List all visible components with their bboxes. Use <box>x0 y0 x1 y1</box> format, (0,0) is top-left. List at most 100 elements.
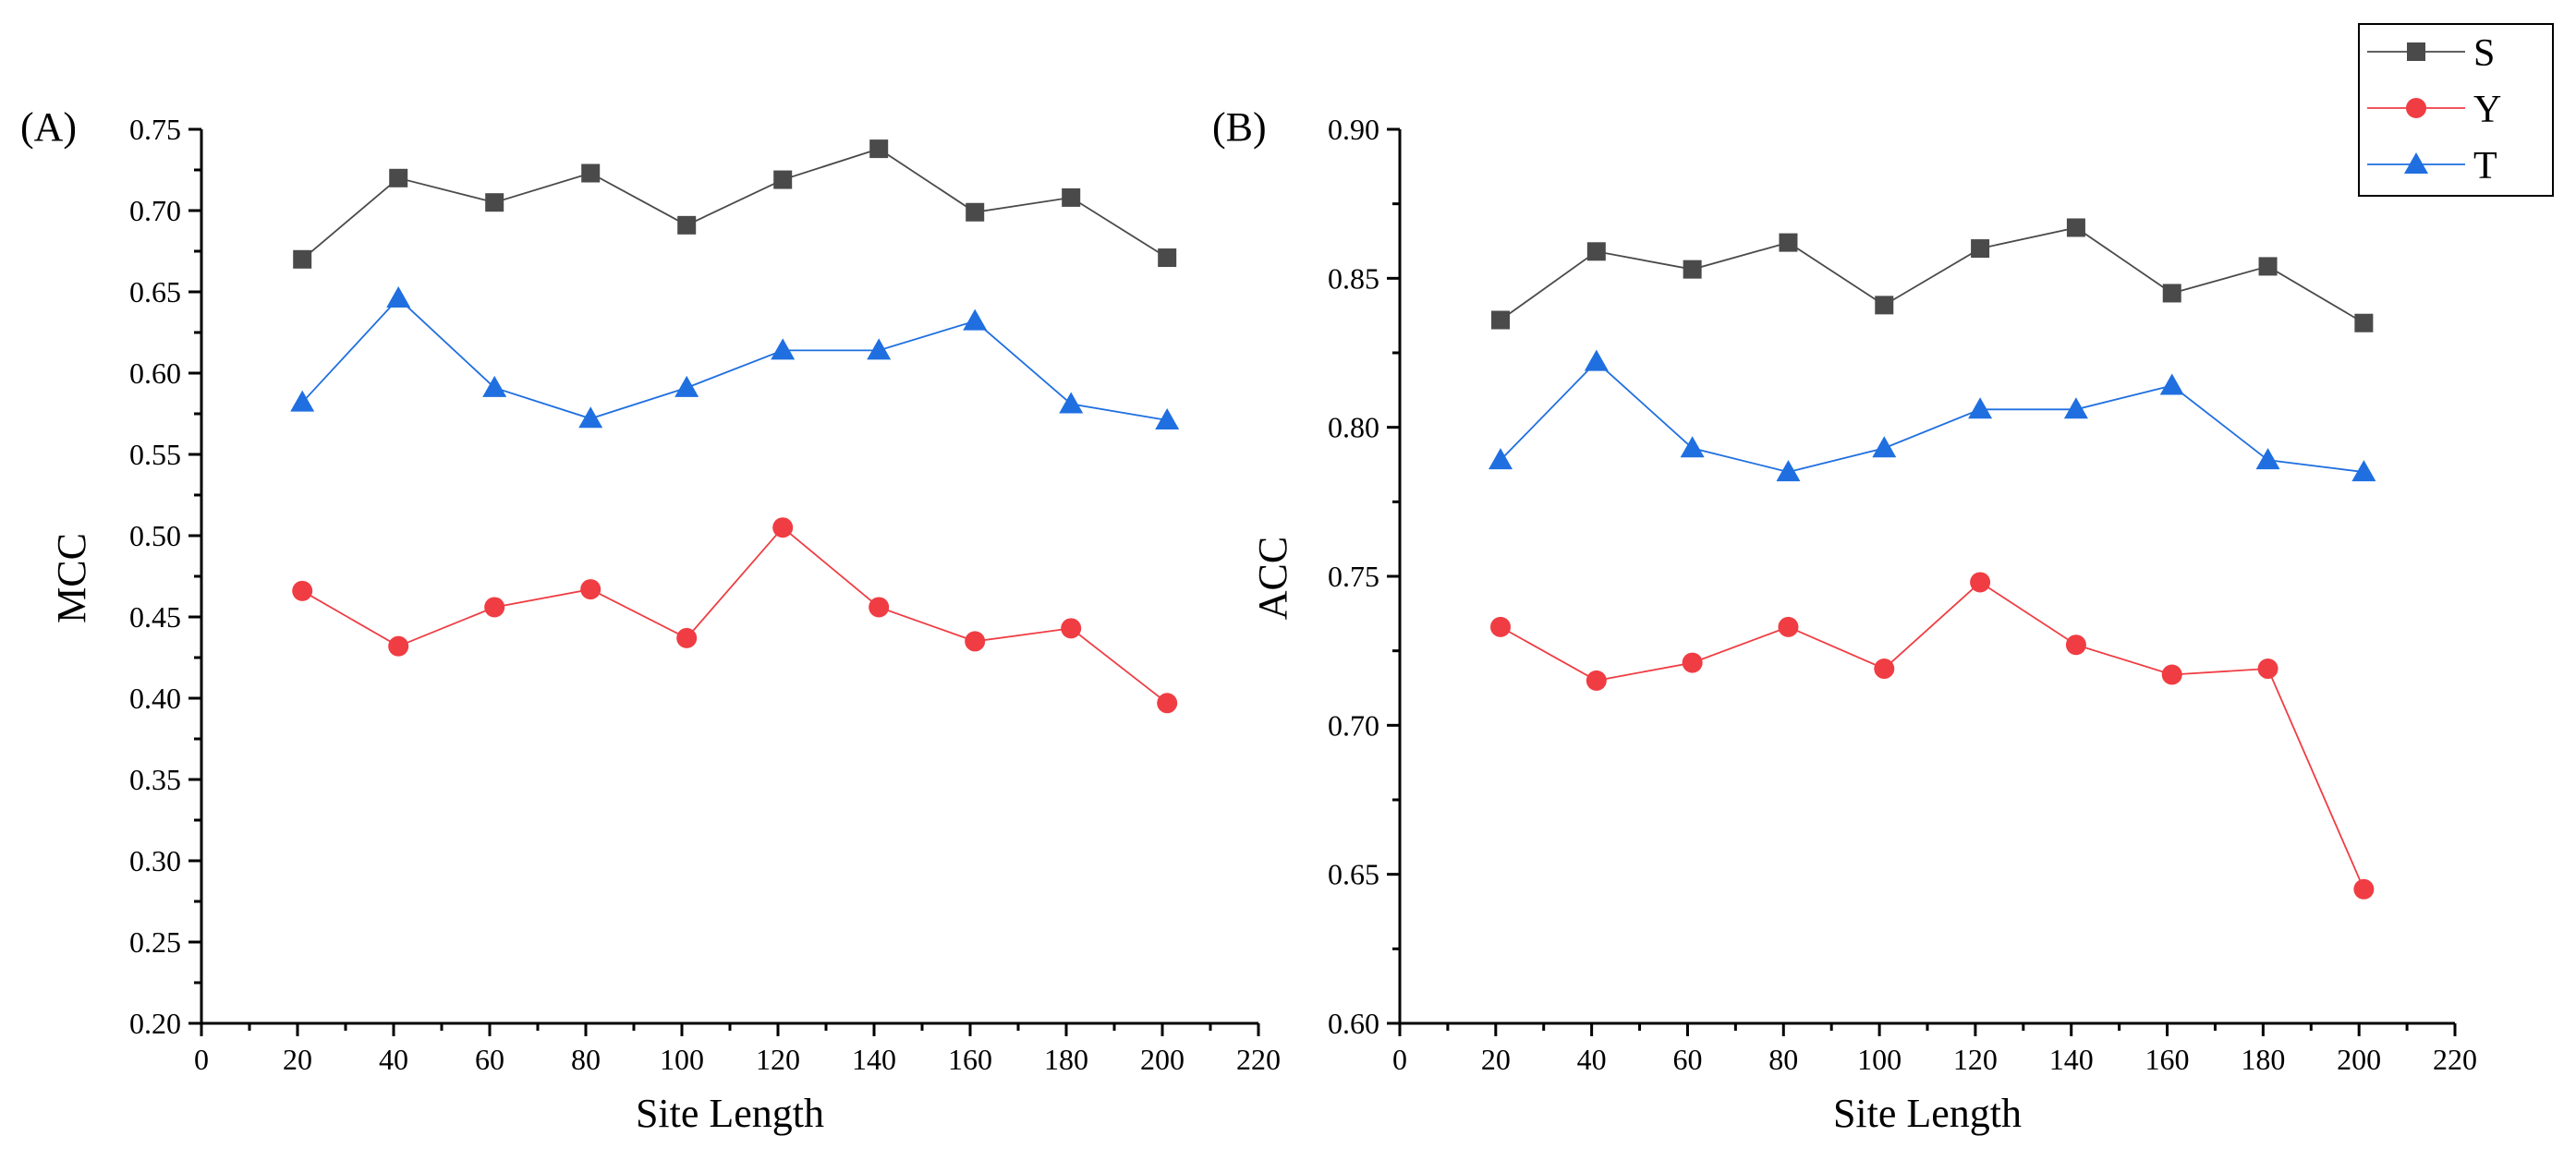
data-point-t <box>290 390 315 412</box>
data-point-y <box>965 631 986 652</box>
data-point-t <box>1968 397 1993 419</box>
series-line-t <box>301 296 1168 421</box>
legend-label: S <box>2473 32 2495 75</box>
y-tick-label: 0.30 <box>129 844 181 877</box>
x-tick-label: 100 <box>1857 1043 1902 1076</box>
data-point-y <box>388 635 409 657</box>
x-tick-label: 180 <box>2241 1043 2285 1076</box>
data-point-t <box>1872 436 1897 458</box>
y-tick-label: 0.70 <box>129 194 181 227</box>
x-tick-label: 40 <box>379 1043 408 1076</box>
data-point-s <box>581 163 601 183</box>
data-point-t <box>386 286 411 308</box>
data-point-s <box>2258 257 2278 276</box>
y-tick-label: 0.75 <box>129 113 181 146</box>
data-point-y <box>2257 659 2278 680</box>
data-point-y <box>1586 670 1607 691</box>
data-point-y <box>1157 693 1178 714</box>
data-point-s <box>677 215 697 235</box>
data-point-s <box>485 193 504 212</box>
data-point-s <box>2066 218 2085 237</box>
y-tick-label: 0.55 <box>129 438 181 471</box>
data-point-s <box>1683 260 1702 279</box>
legend-box <box>2358 23 2554 197</box>
data-point-y <box>869 597 890 618</box>
data-point-s <box>389 168 408 187</box>
x-tick-label: 80 <box>571 1043 601 1076</box>
y-tick-label: 0.40 <box>129 682 181 715</box>
x-tick-label: 140 <box>2049 1043 2094 1076</box>
legend-marker-y <box>2406 98 2426 118</box>
data-point-t <box>771 338 796 360</box>
x-axis-label: Site Length <box>636 1091 824 1136</box>
x-tick-label: 60 <box>475 1043 504 1076</box>
x-tick-label: 80 <box>1768 1043 1798 1076</box>
data-point-y <box>580 579 601 600</box>
legend-marker-s <box>2407 42 2425 61</box>
series-line-y <box>301 526 1168 704</box>
data-point-y <box>1874 659 1895 680</box>
data-point-y <box>1778 616 1799 637</box>
legend-marker-t <box>2404 152 2428 174</box>
y-axis-label: ACC <box>1250 537 1295 620</box>
data-point-s <box>2162 284 2181 303</box>
x-tick-label: 180 <box>1044 1043 1088 1076</box>
series-s <box>293 139 1177 269</box>
data-point-t <box>1155 408 1180 430</box>
data-point-s <box>1062 187 1081 207</box>
series-t <box>290 286 1180 430</box>
data-point-y <box>2065 634 2086 656</box>
legend-entry-y: Y <box>2367 89 2501 131</box>
y-tick-label: 0.35 <box>129 763 181 796</box>
x-tick-label: 160 <box>2145 1043 2190 1076</box>
legend-entry-s: S <box>2367 32 2495 75</box>
series-line-s <box>301 148 1168 260</box>
x-tick-label: 20 <box>283 1043 312 1076</box>
x-tick-label: 220 <box>1236 1043 1281 1076</box>
x-axis-label: Site Length <box>1833 1091 2022 1136</box>
y-tick-label: 0.60 <box>1328 1007 1379 1040</box>
y-tick-label: 0.50 <box>129 519 181 552</box>
panel-a-chart: 0 20 40 60 80 100 120 140 160 180 200 220 0.20 0.25 0.… <box>20 104 1281 1136</box>
data-point-t <box>1488 448 1513 470</box>
data-point-y <box>2353 878 2375 900</box>
data-point-t <box>1584 349 1609 371</box>
data-point-t <box>578 406 603 429</box>
data-point-y <box>772 517 794 538</box>
y-tick-label: 0.75 <box>1328 560 1379 593</box>
data-point-t <box>2351 460 2376 482</box>
data-point-t <box>482 375 507 397</box>
data-point-t <box>2255 448 2280 470</box>
series-line-t <box>1500 360 2364 473</box>
series-y <box>1490 572 2375 900</box>
y-tick-label: 0.25 <box>129 925 181 959</box>
data-point-y <box>1490 616 1512 637</box>
data-point-s <box>1158 248 1177 268</box>
data-point-s <box>2354 313 2374 332</box>
y-tick-label: 0.90 <box>1328 113 1379 146</box>
data-point-s <box>966 202 985 222</box>
series-line-s <box>1500 226 2364 324</box>
data-point-y <box>676 627 698 648</box>
data-point-t <box>1680 436 1705 458</box>
y-axis-label: MCC <box>49 533 94 623</box>
data-point-s <box>1875 296 1894 315</box>
x-tick-label: 20 <box>1481 1043 1511 1076</box>
x-tick-label: 120 <box>1953 1043 1998 1076</box>
x-tick-label: 60 <box>1672 1043 1702 1076</box>
data-point-t <box>674 375 699 397</box>
series-t <box>1488 349 2376 482</box>
panel-label: (A) <box>20 104 77 150</box>
panel-label: (B) <box>1212 104 1267 150</box>
data-point-s <box>1491 310 1511 330</box>
x-tick-label: 40 <box>1577 1043 1607 1076</box>
legend-label: T <box>2473 145 2497 187</box>
data-point-t <box>2063 397 2088 419</box>
x-tick-label: 140 <box>852 1043 896 1076</box>
y-tick-label: 0.80 <box>1328 411 1379 444</box>
data-point-s <box>1971 239 1990 259</box>
legend-entry-t: T <box>2367 145 2497 187</box>
x-tick-label: 200 <box>2337 1043 2381 1076</box>
y-tick-label: 0.65 <box>129 275 181 308</box>
